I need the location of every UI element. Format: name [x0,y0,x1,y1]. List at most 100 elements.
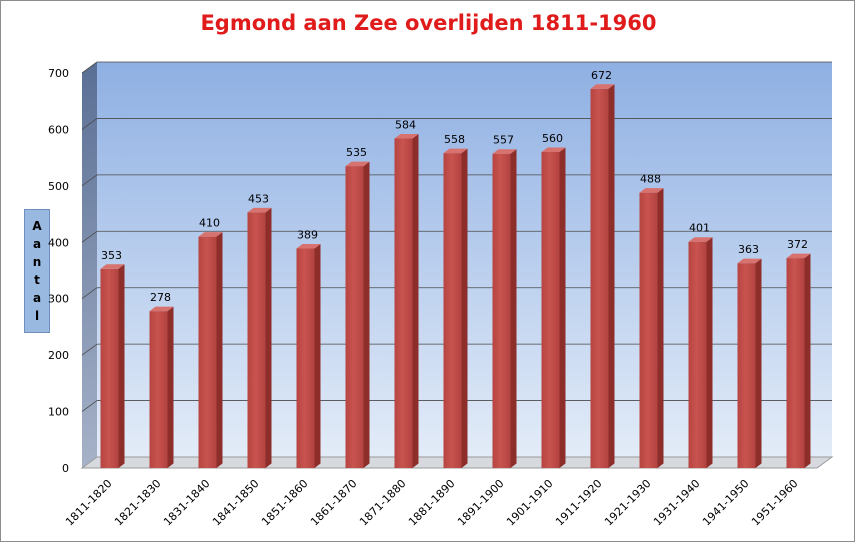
y-axis-label-letter: t [34,273,40,287]
data-label: 488 [640,173,661,186]
x-tick-label: 1921-1930 [602,477,654,529]
y-axis-label-letter: a [32,237,42,251]
bar [786,258,805,468]
y-axis-label-letter: l [34,309,40,323]
bar [737,263,756,468]
data-label: 353 [101,249,122,262]
plot-side-wall [82,62,97,468]
bar-side [559,147,566,468]
bar-side [461,148,468,468]
bar [198,236,217,468]
bar-side [804,253,811,468]
bar-side [118,264,125,468]
bar-side [216,232,223,468]
bar-top [786,253,811,259]
data-label: 558 [444,133,465,146]
gridline-side [81,174,98,187]
x-tick-label: 1941-1950 [700,477,752,529]
data-label: 557 [493,134,514,147]
bar-top [247,207,272,213]
bar-top [345,161,370,167]
bar [639,192,658,468]
bar-top [394,133,419,139]
x-tick-label: 1861-1870 [308,477,360,529]
bar-top [198,232,223,237]
bar [492,153,511,468]
y-axis-label-letter: n [32,255,42,269]
bar [541,152,560,468]
bar [296,248,315,468]
data-label: 560 [542,132,563,145]
x-tick-label: 1821-1830 [112,477,164,529]
gridline-side [81,287,98,300]
y-tick-label: 600 [48,123,69,136]
bar-top [149,306,174,312]
y-tick-label: 500 [48,180,69,193]
gridline-side [81,230,98,243]
data-label: 389 [297,228,318,241]
gridline-side [81,61,98,74]
x-tick-label: 1891-1900 [455,477,507,529]
data-label: 278 [150,291,171,304]
x-tick-label: 1831-1840 [161,477,213,529]
bar-side [755,258,762,468]
bar-side [167,306,174,468]
data-label: 410 [199,217,220,230]
y-axis-label-letter: a [32,291,42,305]
bar-side [657,188,664,468]
data-label: 453 [248,192,269,205]
y-tick-label: 0 [62,462,69,475]
data-label: 584 [395,118,416,131]
x-tick-label: 1931-1940 [651,477,703,529]
bar-side [265,207,272,468]
x-tick-label: 1841-1850 [210,477,262,529]
bar [247,212,266,468]
bar-side [363,161,370,468]
bar-top [443,148,468,154]
bar-top [100,264,125,269]
bar [345,166,364,468]
bar-top [737,258,762,264]
bar-top [639,188,664,193]
bar-side [314,243,321,468]
x-tick-label: 1851-1860 [259,477,311,529]
bar-side [706,237,713,468]
x-tick-label: 1811-1820 [63,477,115,529]
bar-top [688,237,713,242]
y-tick-label: 200 [48,349,69,362]
x-tick-label: 1871-1880 [357,477,409,529]
y-tick-label: 100 [48,406,69,419]
bar-side [608,84,615,469]
x-tick-label: 1951-1960 [749,477,801,529]
chart-title: Egmond aan Zee overlijden 1811-1960 [200,11,657,35]
bar-top [296,243,321,249]
bar-side [510,149,517,468]
bar [100,268,119,468]
y-tick-label: 300 [48,293,69,306]
bar-top [590,84,615,89]
data-label: 672 [591,69,612,82]
bar [688,241,707,468]
bar-top [492,149,517,154]
gridline-side [81,118,98,130]
y-tick-label: 700 [48,67,69,80]
y-tick-label: 400 [48,236,69,249]
bar-top [541,147,566,152]
y-axis-label-letter: A [32,219,42,233]
gridline-side [81,400,98,412]
gridline-side [81,343,98,356]
data-label: 372 [787,238,808,251]
bar [394,138,413,468]
x-tick-label: 1911-1920 [553,477,605,529]
x-tick-label: 1881-1890 [406,477,458,529]
bar [590,88,609,469]
bar [149,311,168,468]
x-tick-label: 1901-1910 [504,477,556,529]
data-label: 363 [738,243,759,256]
data-label: 535 [346,146,367,159]
bar-side [412,133,419,468]
data-label: 401 [689,222,710,235]
